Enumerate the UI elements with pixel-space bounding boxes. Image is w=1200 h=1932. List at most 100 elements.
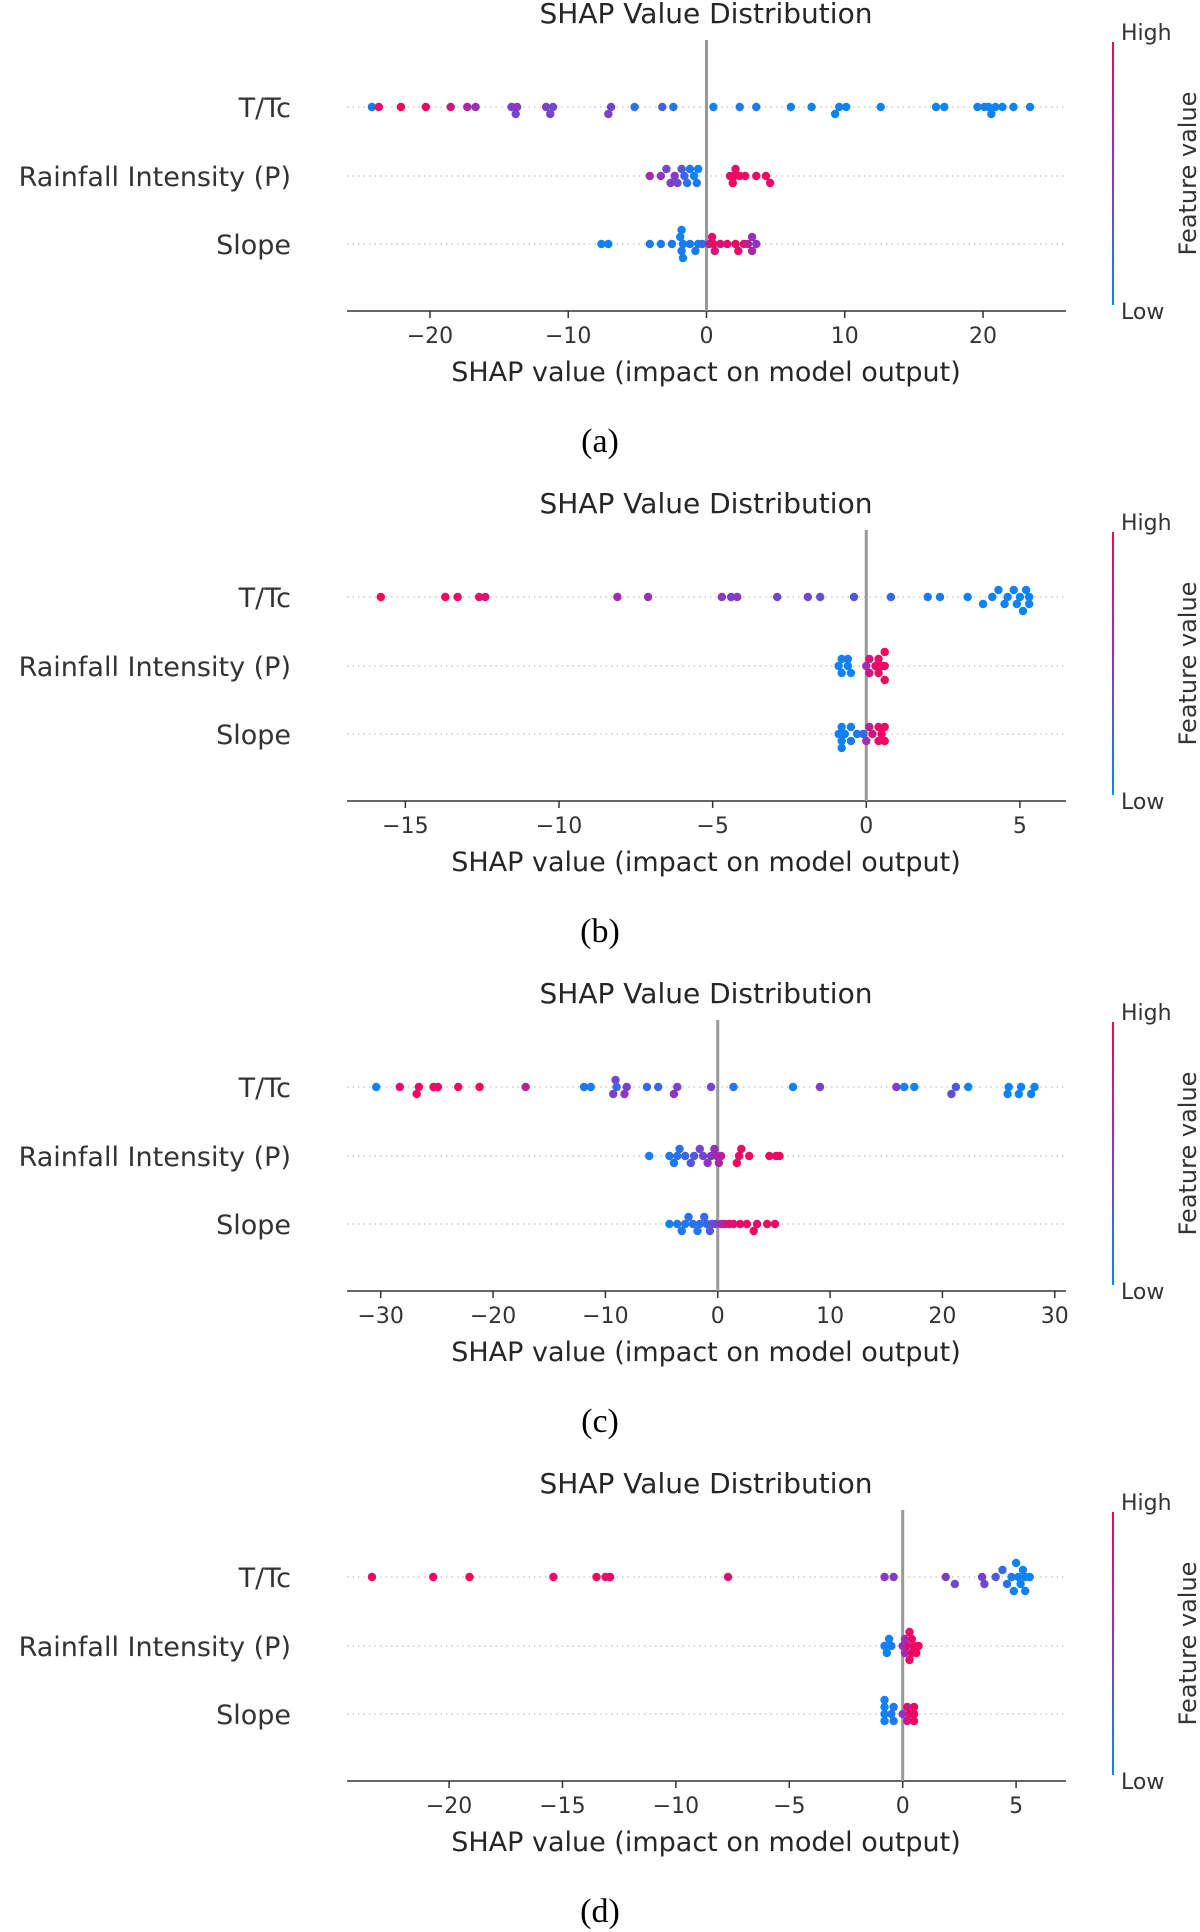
shap-point	[1021, 585, 1031, 595]
x-axis-label: SHAP value (impact on model output)	[451, 1337, 961, 1368]
shap-point	[677, 1226, 686, 1236]
shap-point	[752, 171, 761, 181]
shap-point	[579, 1082, 589, 1092]
feature-label: Slope	[216, 230, 291, 261]
shap-point	[737, 1144, 746, 1154]
shap-point	[676, 232, 685, 242]
x-tick-label: 5	[1009, 1794, 1023, 1819]
x-tick-label: −15	[539, 1794, 585, 1819]
shap-point	[835, 102, 844, 112]
shap-point	[741, 171, 750, 181]
shap-point	[846, 736, 856, 746]
colorbar-high-label: High	[1121, 1491, 1172, 1516]
shap-point	[669, 102, 678, 112]
shap-point	[772, 592, 782, 602]
shap-point	[680, 1219, 690, 1229]
feature-label: Slope	[216, 1210, 291, 1241]
shap-point	[963, 592, 972, 602]
shap-point	[889, 1716, 898, 1726]
shap-point	[546, 109, 555, 119]
shap-point	[786, 102, 796, 112]
shap-point	[731, 239, 740, 249]
shap-point	[865, 654, 874, 664]
shap-point	[762, 1219, 772, 1229]
shap-point	[475, 1082, 484, 1092]
shap-point	[433, 1082, 443, 1092]
shap-point	[511, 109, 520, 119]
shap-point	[803, 592, 813, 602]
shap-point	[788, 1082, 798, 1092]
shap-point	[673, 1151, 682, 1161]
shap-point	[446, 102, 455, 112]
shap-point	[837, 743, 846, 753]
shap-point	[604, 239, 613, 249]
shap-point	[372, 1082, 381, 1092]
shap-point	[729, 1219, 738, 1229]
shap-point	[889, 1572, 898, 1582]
shap-point	[441, 592, 450, 602]
shap-point	[736, 1219, 745, 1229]
shap-point	[367, 1572, 377, 1582]
shap-point	[630, 102, 639, 112]
shap-point	[843, 661, 853, 671]
shap-point	[673, 178, 682, 188]
shap-point	[742, 1219, 752, 1229]
colorbar	[1112, 42, 1114, 305]
shap-point	[733, 592, 742, 602]
shap-point	[865, 668, 874, 678]
shap-point	[695, 1144, 704, 1154]
shap-point	[868, 729, 877, 739]
shap-point	[586, 1082, 595, 1092]
x-tick-label: 0	[896, 1794, 910, 1819]
shap-point	[837, 668, 846, 678]
shap-point	[914, 1641, 923, 1651]
colorbar-high-label: High	[1121, 21, 1172, 46]
shap-point	[620, 1089, 629, 1099]
x-tick-label: 0	[700, 324, 714, 349]
shap-point	[645, 1151, 654, 1161]
shap-point	[675, 1144, 684, 1154]
shap-point	[912, 1648, 921, 1658]
shap-point	[700, 1212, 709, 1222]
shap-point	[880, 661, 889, 671]
shap-point	[605, 1572, 615, 1582]
shap-point	[688, 1219, 698, 1229]
shap-point	[642, 1082, 652, 1092]
shap-point	[645, 239, 655, 249]
shap-point	[1018, 606, 1028, 616]
shap-point	[884, 1634, 894, 1644]
shap-point	[909, 1716, 919, 1726]
shap-point	[973, 102, 982, 112]
chart-title: SHAP Value Distribution	[540, 487, 873, 520]
feature-label: T/Tc	[238, 93, 291, 124]
shap-point	[874, 668, 883, 678]
shap-point	[645, 171, 655, 181]
shap-point	[941, 1572, 950, 1582]
shap-point	[1026, 1089, 1036, 1099]
shap-point	[874, 722, 883, 732]
shap-point	[980, 1579, 989, 1589]
shap-point	[673, 1219, 682, 1229]
shap-point	[731, 164, 740, 174]
feature-label: T/Tc	[238, 583, 291, 614]
shap-point	[613, 592, 622, 602]
x-tick-label: −10	[536, 814, 582, 839]
shap-point	[694, 164, 703, 174]
shap-point	[1014, 1089, 1024, 1099]
shap-point	[744, 1151, 754, 1161]
shap-point	[548, 102, 558, 112]
shap-point	[859, 729, 868, 739]
shap-point	[880, 722, 889, 732]
shap-point	[732, 1158, 742, 1168]
shap-point	[612, 1082, 621, 1092]
shap-point	[752, 239, 761, 249]
x-tick-label: −5	[696, 814, 728, 839]
shap-point	[807, 102, 816, 112]
shap-point	[940, 102, 949, 112]
shap-point	[1011, 1558, 1021, 1568]
shap-point	[374, 102, 384, 112]
shap-point	[865, 722, 874, 732]
shap-point	[1020, 1586, 1030, 1596]
shap-point	[834, 661, 843, 671]
